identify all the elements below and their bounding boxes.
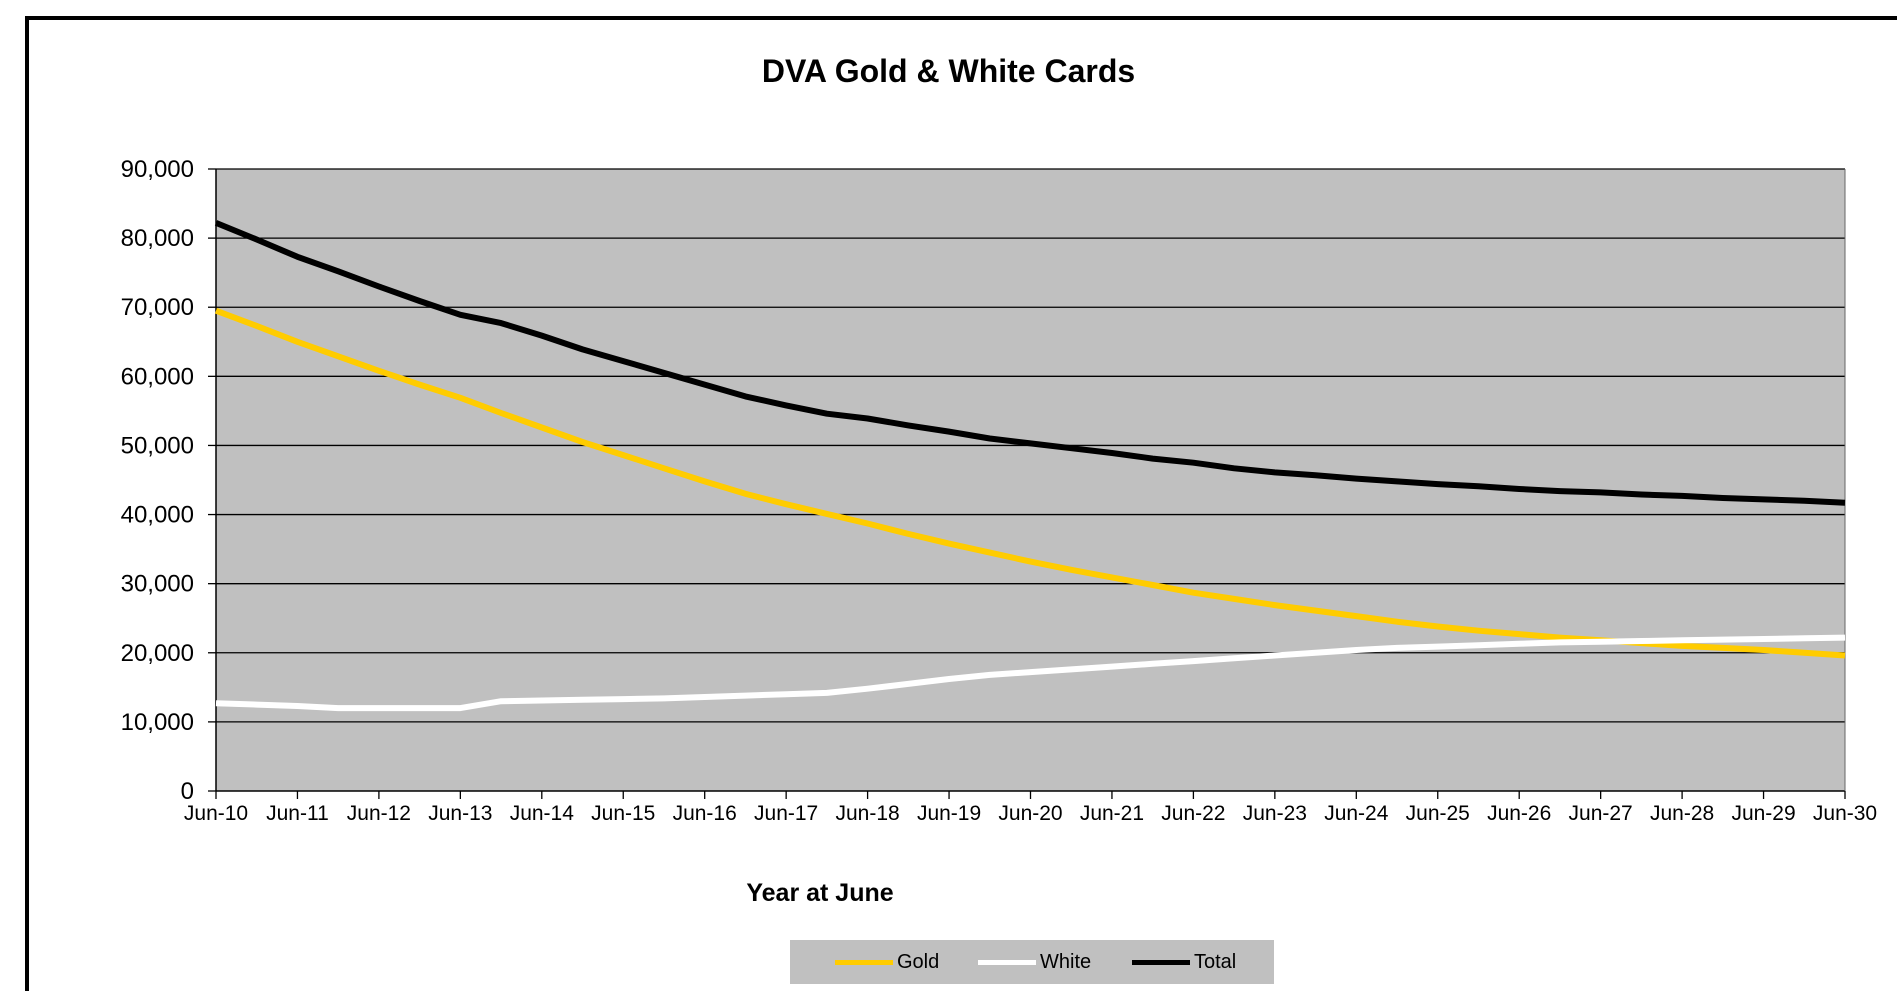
- chart-title: DVA Gold & White Cards: [761, 53, 1136, 89]
- x-tick-label: Jun-14: [510, 802, 575, 825]
- x-tick-label: Jun-30: [1813, 802, 1877, 825]
- x-tick-label: Jun-28: [1650, 802, 1714, 825]
- y-tick-label: 10,000: [121, 709, 194, 736]
- x-tick-label: Jun-26: [1487, 802, 1551, 825]
- y-tick-label: 80,000: [121, 225, 194, 252]
- x-tick-label: Jun-15: [591, 802, 655, 825]
- x-tick-label: Jun-16: [673, 802, 737, 825]
- x-tick-label: Jun-13: [428, 802, 492, 825]
- y-tick-label: 60,000: [121, 363, 194, 390]
- x-tick-label: Jun-22: [1161, 802, 1225, 825]
- legend-label-white: White: [1040, 950, 1092, 973]
- plot-area: [216, 169, 1845, 791]
- legend: Gold White Total: [790, 940, 1274, 984]
- x-tick-label: Jun-12: [347, 802, 411, 825]
- x-tick-label: Jun-27: [1569, 802, 1633, 825]
- y-tick-label: 40,000: [121, 502, 194, 529]
- x-tick-label: Jun-25: [1406, 802, 1470, 825]
- x-tick-label: Jun-19: [917, 802, 981, 825]
- x-tick-label: Jun-29: [1731, 802, 1795, 825]
- x-tick-label: Jun-23: [1243, 802, 1307, 825]
- x-tick-label: Jun-21: [1080, 802, 1144, 825]
- y-tick-label: 0: [181, 778, 194, 805]
- y-axis-ticks: 0 10,000 20,000 30,000 40,000 50,000 60,000 70,…: [121, 156, 216, 805]
- x-tick-label: Jun-18: [835, 802, 899, 825]
- legend-swatch-white: [978, 959, 1036, 965]
- x-tick-label: Jun-20: [998, 802, 1062, 825]
- y-tick-label: 30,000: [121, 571, 194, 598]
- legend-swatch-total: [1132, 959, 1190, 965]
- series-line-total: [214, 220, 1846, 506]
- x-tick-label: Jun-11: [266, 802, 329, 825]
- chart-frame: [25, 16, 1897, 991]
- y-tick-label: 70,000: [121, 294, 194, 321]
- x-tick-label: Jun-17: [754, 802, 818, 825]
- series-line-gold: [214, 307, 1846, 659]
- y-tick-label: 90,000: [121, 156, 194, 183]
- series-line-white: [215, 634, 1846, 712]
- y-tick-label: 20,000: [121, 640, 194, 667]
- legend-item-gold: Gold: [835, 940, 939, 984]
- x-tick-label: Jun-10: [184, 802, 248, 825]
- legend-label-gold: Gold: [897, 950, 940, 973]
- y-tick-label: 50,000: [121, 432, 194, 459]
- legend-swatch-gold: [835, 959, 893, 965]
- legend-item-total: Total: [1132, 940, 1236, 984]
- gridlines: [216, 168, 1845, 723]
- series-lines: [214, 220, 1846, 712]
- legend-label-total: Total: [1194, 950, 1237, 973]
- x-axis-title: Year at June: [746, 879, 894, 907]
- x-tick-label: Jun-24: [1324, 802, 1389, 825]
- x-axis-ticks: Jun-10 Jun-11 Jun-12 Jun-13 Jun-14 Jun-15 Jun-…: [184, 791, 1877, 825]
- legend-item-white: White: [978, 940, 1091, 984]
